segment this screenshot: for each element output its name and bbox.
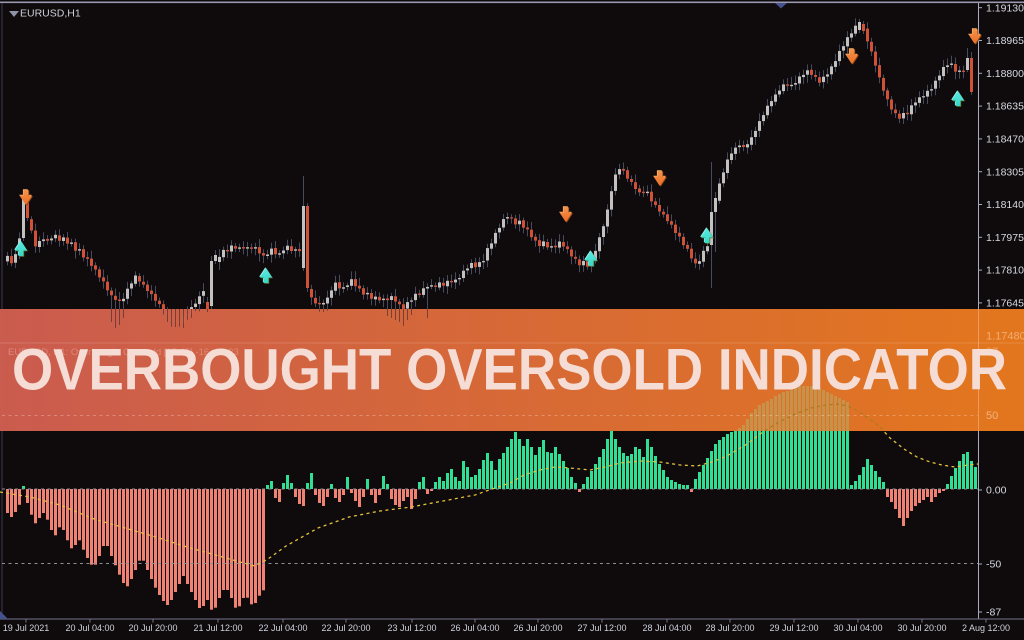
svg-text:30 Jul 04:00: 30 Jul 04:00 [833,623,882,633]
svg-text:-87: -87 [986,607,1001,619]
svg-text:1.17810: 1.17810 [986,265,1024,277]
svg-text:1.18140: 1.18140 [986,199,1024,211]
svg-text:28 Jul 04:00: 28 Jul 04:00 [642,623,691,633]
svg-text:27 Jul 12:00: 27 Jul 12:00 [577,623,626,633]
svg-text:1.18305: 1.18305 [986,166,1024,178]
svg-text:29 Jul 12:00: 29 Jul 12:00 [769,623,818,633]
svg-text:-50: -50 [986,559,1001,571]
svg-text:19 Jul 2021: 19 Jul 2021 [3,623,50,633]
svg-text:20 Jul 04:00: 20 Jul 04:00 [65,623,114,633]
svg-text:97: 97 [986,346,998,358]
svg-text:21 Jul 12:00: 21 Jul 12:00 [193,623,242,633]
svg-text:1.17645: 1.17645 [986,298,1024,310]
svg-text:28 Jul 20:00: 28 Jul 20:00 [705,623,754,633]
svg-text:1.18965: 1.18965 [986,35,1024,47]
svg-text:20 Jul 20:00: 20 Jul 20:00 [128,623,177,633]
svg-text:22 Jul 04:00: 22 Jul 04:00 [258,623,307,633]
svg-text:1.18635: 1.18635 [986,101,1024,113]
svg-text:1.17975: 1.17975 [986,232,1024,244]
svg-text:30 Jul 20:00: 30 Jul 20:00 [897,623,946,633]
svg-text:OVERBOUGHT OVERSOLD INDICATOR: OVERBOUGHT OVERSOLD INDICATOR [12,338,1007,403]
svg-text:26 Jul 20:00: 26 Jul 20:00 [513,623,562,633]
svg-text:22 Jul 20:00: 22 Jul 20:00 [321,623,370,633]
svg-text:EURUSD, H1: Overbought Oversol: EURUSD, H1: Overbought Oversold [15,45] … [8,347,239,358]
svg-text:0.00: 0.00 [986,485,1007,497]
svg-text:1.19130: 1.19130 [986,2,1024,14]
svg-text:23 Jul 12:00: 23 Jul 12:00 [387,623,436,633]
svg-text:1.18800: 1.18800 [986,68,1024,80]
svg-text:26 Jul 04:00: 26 Jul 04:00 [450,623,499,633]
svg-text:50: 50 [986,410,998,422]
svg-text:2 Aug 12:00: 2 Aug 12:00 [962,623,1010,633]
svg-text:1.18470: 1.18470 [986,134,1024,146]
svg-text:1.17480: 1.17480 [986,331,1024,343]
svg-text:EURUSD,H1: EURUSD,H1 [20,8,81,20]
